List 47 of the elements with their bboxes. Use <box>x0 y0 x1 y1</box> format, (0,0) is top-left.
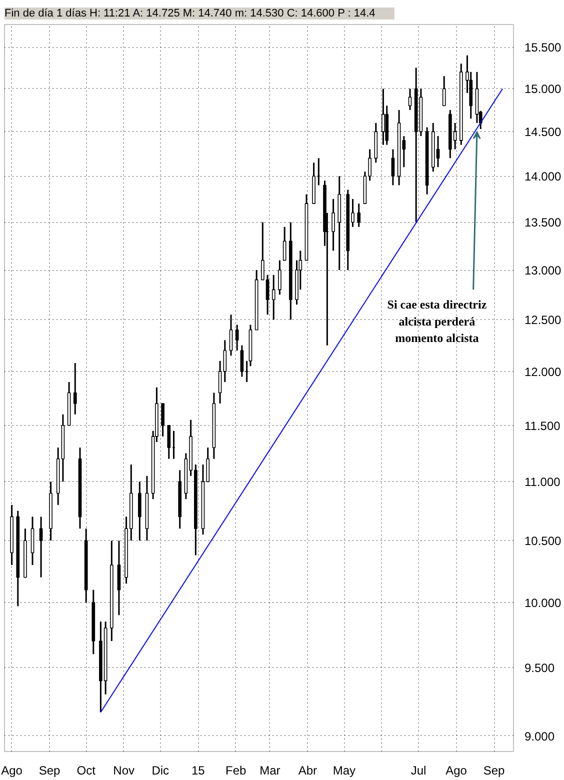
y-tick-label: 13.500 <box>524 216 562 230</box>
candlestick <box>391 148 395 186</box>
y-tick-label: 15.500 <box>524 40 562 55</box>
candlestick <box>332 198 335 252</box>
x-tick-label: Ago <box>1 764 23 778</box>
x-tick-label: Mar <box>260 764 280 778</box>
candlestick <box>39 516 43 578</box>
x-tick-label: Jul <box>410 764 426 778</box>
y-tick-label: 9.000 <box>524 729 555 744</box>
y-tick-label: 10.500 <box>524 534 562 548</box>
candlestick <box>206 446 210 482</box>
candlestick <box>382 88 385 146</box>
candlestick <box>357 202 361 228</box>
x-tick-label: Ago <box>446 764 468 778</box>
candlestick <box>138 480 142 542</box>
x-tick-label: May <box>332 764 356 778</box>
y-tick-label: 15.000 <box>524 82 562 96</box>
x-tick-label: Oct <box>76 764 96 778</box>
candlestick <box>272 274 276 320</box>
y-tick-label: 11.500 <box>524 418 561 433</box>
x-tick-label: 15 <box>191 764 206 778</box>
candlestick <box>167 424 171 460</box>
candlestick <box>282 226 286 262</box>
candlestick <box>368 148 372 182</box>
x-tick-label: Abr <box>298 764 318 778</box>
candlestick <box>229 314 233 356</box>
y-tick-label: 12.500 <box>524 313 562 328</box>
chart-title: Fin de día 1 días H: 11:21 A: 14.725 M: 14.740 m: 14.530 C: 14.600 P : 14.4 <box>4 8 376 20</box>
y-tick-label: 11.000 <box>524 475 561 490</box>
x-tick-label: Sep <box>38 764 61 778</box>
y-tick-label: 14.500 <box>524 125 562 140</box>
candlestick <box>278 260 282 296</box>
y-tick-label: 13.000 <box>524 264 562 278</box>
candlestick <box>442 75 446 106</box>
x-tick-label: Feb <box>226 764 247 778</box>
y-tick-label: 14.000 <box>524 170 562 184</box>
x-tick-label: Nov <box>113 764 135 778</box>
annotation: Si cae esta directriz alcista perderá momento alcista <box>387 298 488 346</box>
candlestick <box>161 402 164 438</box>
candlestick <box>73 362 77 416</box>
x-tick-label: Dic <box>152 764 170 778</box>
y-tick-label: 10.000 <box>524 596 562 610</box>
candlestick <box>240 344 244 378</box>
candlestick <box>235 324 239 352</box>
y-tick-label: 12.000 <box>524 364 562 379</box>
y-tick-label: 9.500 <box>524 660 555 675</box>
x-tick-label: Sep <box>483 764 506 778</box>
